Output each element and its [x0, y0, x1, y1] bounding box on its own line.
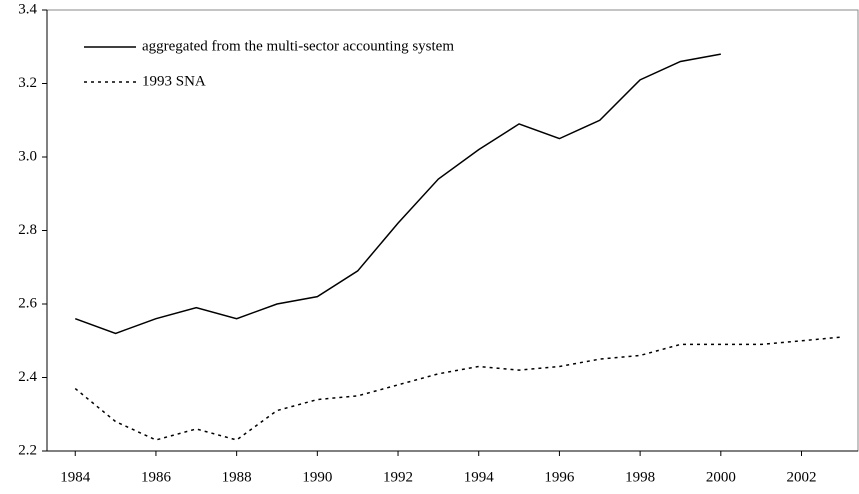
y-tick-label: 2.2	[18, 442, 37, 458]
y-tick-label: 2.8	[18, 222, 37, 238]
legend-label: 1993 SNA	[142, 73, 206, 89]
y-tick-label: 2.6	[18, 295, 37, 311]
y-tick-label: 3.0	[18, 148, 37, 164]
x-tick-label: 1984	[60, 469, 91, 485]
data-line	[74, 336, 842, 441]
x-tick-label: 2002	[787, 469, 817, 485]
y-tick-label: 3.4	[18, 1, 37, 17]
x-tick-label: 1990	[302, 469, 332, 485]
x-tick-label: 1998	[625, 469, 655, 485]
y-tick-label: 2.4	[18, 369, 37, 385]
y-tick-label: 3.2	[18, 75, 37, 91]
x-tick-label: 1986	[141, 469, 172, 485]
x-tick-label: 2000	[706, 469, 736, 485]
legend-label: aggregated from the multi-sector account…	[142, 38, 454, 54]
data-line	[74, 53, 721, 335]
x-tick-label: 1994	[464, 469, 495, 485]
x-tick-label: 1992	[383, 469, 413, 485]
x-tick-label: 1988	[222, 469, 252, 485]
x-tick-label: 1996	[544, 469, 575, 485]
